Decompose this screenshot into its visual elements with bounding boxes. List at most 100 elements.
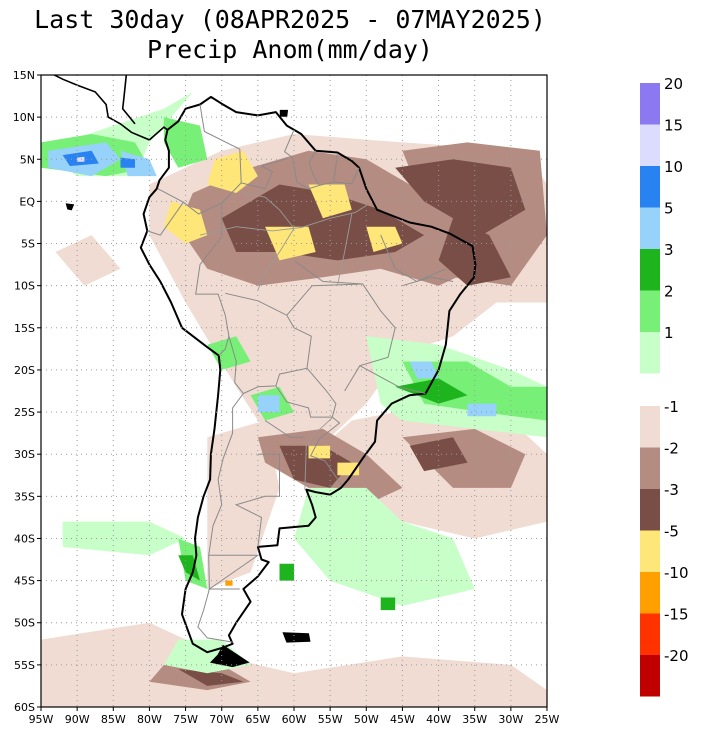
anomaly-region-wet5 <box>257 395 280 413</box>
country-border <box>283 129 360 190</box>
colorbar-wet-label: 3 <box>664 241 674 259</box>
lat-tick-label: 45S <box>14 575 35 588</box>
lat-lon-grid <box>41 75 547 707</box>
country-border <box>333 153 338 183</box>
anomaly-region-wet1 <box>62 521 186 556</box>
colorbar-wet-swatch <box>640 83 660 125</box>
river-line <box>304 416 334 490</box>
colorbar-dry-swatch <box>640 613 660 655</box>
colorbar-wet-label: 10 <box>664 158 683 176</box>
colorbar-dry-label: -5 <box>664 523 679 541</box>
country-border <box>157 104 242 215</box>
anomaly-region-dry3 <box>395 159 526 236</box>
lon-tick-label: 70W <box>209 713 234 726</box>
colorbar-wet-label: 15 <box>664 117 683 135</box>
anomaly-region-dry5 <box>308 184 352 219</box>
lat-tick-label: 60S <box>14 701 35 714</box>
colorbar-dry-label: -3 <box>664 481 679 499</box>
lat-tick-label: 30S <box>14 448 35 461</box>
island-outline <box>279 109 289 117</box>
caribbean-coastline <box>121 75 136 125</box>
colorbar-dry-label: -15 <box>664 606 689 624</box>
anomaly-region-wet5 <box>120 150 157 177</box>
lon-tick-label: 25W <box>535 713 560 726</box>
colorbar-dry-swatch <box>640 447 660 489</box>
lon-tick-label: 45W <box>390 713 415 726</box>
colorbar-negative: -1 -2 -3 -5 -10 -15 -20 <box>640 398 689 697</box>
lon-tick-label: 55W <box>318 713 343 726</box>
anomaly-region-dry5 <box>366 226 403 252</box>
lat-tick-label: 15N <box>13 69 35 82</box>
anomaly-region-wet2 <box>207 336 251 370</box>
colorbar-wet-swatch <box>640 332 660 374</box>
lon-tick-label: 65W <box>245 713 270 726</box>
chart-title-line1: Last 30day (08APR2025 - 07MAY2025) <box>34 5 546 34</box>
country-border <box>309 416 343 486</box>
lat-tick-label: 55S <box>14 659 35 672</box>
anomaly-region-dry3 <box>279 445 352 488</box>
colorbar-wet-swatch <box>640 249 660 291</box>
country-border <box>308 150 320 186</box>
lat-tick-label: 10S <box>14 280 35 293</box>
colorbar-positive: 1 2 3 5 10 15 20 <box>640 75 683 374</box>
lon-tick-label: 80W <box>137 713 162 726</box>
anomaly-region-dry3 <box>438 218 511 286</box>
country-border <box>275 367 337 418</box>
lon-tick-label: 50W <box>354 713 379 726</box>
lat-tick-label: 50S <box>14 617 35 630</box>
colorbar-wet-swatch <box>640 124 660 166</box>
chart-title-line2: Precip Anom(mm/day) <box>147 35 433 64</box>
river-line <box>336 213 353 286</box>
colorbar-dry-swatch <box>640 406 660 448</box>
country-border <box>197 393 244 643</box>
country-border <box>264 420 305 438</box>
lat-tick-label: 5S <box>21 238 35 251</box>
colorbar-wet-label: 5 <box>664 200 674 218</box>
country-border <box>380 234 447 283</box>
anomaly-region-dry1 <box>41 622 547 707</box>
country-border <box>241 157 288 190</box>
lat-tick-label: 10N <box>13 111 35 124</box>
anomaly-region-wet10 <box>120 157 135 168</box>
anomaly-region-dry5 <box>265 226 316 261</box>
country-border <box>234 453 280 547</box>
colorbar-dry-swatch <box>640 655 660 697</box>
lon-tick-label: 35W <box>462 713 487 726</box>
country-border <box>359 365 426 394</box>
anomaly-region-dry1 <box>55 235 121 286</box>
anomaly-region-dry3 <box>409 437 468 472</box>
lat-tick-label: 25S <box>14 406 35 419</box>
lat-tick-label: 40S <box>14 532 35 545</box>
colorbar-wet-swatch <box>640 207 660 249</box>
anomaly-region-wet3 <box>279 563 294 581</box>
lon-tick-label: 85W <box>101 713 126 726</box>
lat-tick-label: 35S <box>14 490 35 503</box>
lat-tick-label: EQ <box>19 195 35 208</box>
lat-tick-label: 20S <box>14 364 35 377</box>
lon-tick-label: 95W <box>29 713 54 726</box>
country-border <box>195 203 230 356</box>
anomaly-region-dry3 <box>178 669 244 686</box>
river-line <box>243 192 295 229</box>
river-line <box>257 228 295 291</box>
country-border <box>147 201 184 236</box>
longitude-labels: 95W 90W 85W 80W 75W 70W 65W 60W 55W 50W 45W 40W 35W 3… <box>29 707 560 726</box>
country-border <box>286 283 363 316</box>
colorbar-wet-swatch <box>640 290 660 332</box>
anomaly-region-wet3 <box>380 597 396 611</box>
island-outline <box>65 203 75 211</box>
colorbar-wet-label: 1 <box>664 324 674 342</box>
lon-tick-label: 30W <box>498 713 523 726</box>
colorbar-dry-label: -20 <box>664 647 689 665</box>
lon-tick-label: 60W <box>282 713 307 726</box>
river-line <box>199 205 367 236</box>
anomaly-region-dry1 <box>207 420 280 589</box>
colorbar-dry-swatch <box>640 489 660 531</box>
lat-tick-label: 15S <box>14 322 35 335</box>
anomaly-field <box>41 91 547 707</box>
colorbar-dry-swatch <box>640 530 660 572</box>
anomaly-region-wet5 <box>467 403 497 417</box>
south-america-coastline <box>139 95 477 654</box>
anomaly-region-dry5 <box>207 150 258 193</box>
anomaly-region-dry10 <box>225 580 233 586</box>
